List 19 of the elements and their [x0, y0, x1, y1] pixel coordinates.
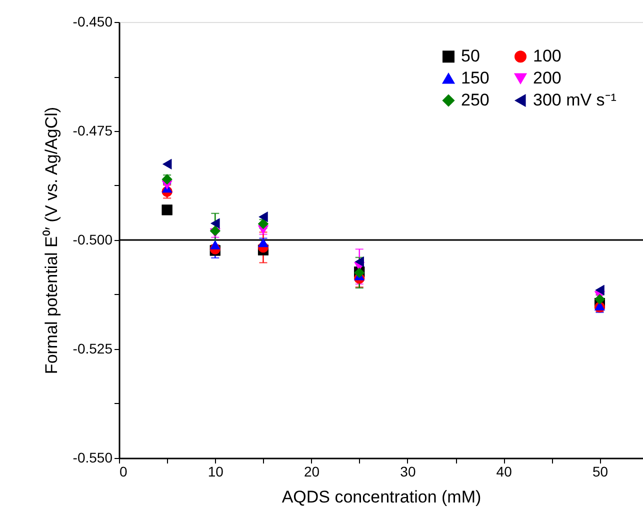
legend-label: 200 — [533, 68, 562, 88]
x-tick-label: 10 — [208, 464, 224, 480]
y-tick-label: -0.525 — [72, 340, 113, 356]
y-tick-label: -0.500 — [72, 232, 113, 248]
x-tick-label: 20 — [304, 464, 320, 480]
x-tick-label: 40 — [496, 464, 512, 480]
legend-label: 50 — [461, 46, 480, 66]
legend-label: 100 — [533, 46, 562, 66]
x-axis-title: AQDS concentration (mM) — [282, 488, 482, 506]
legend-label: 250 — [461, 90, 490, 110]
legend-label: 150 — [461, 68, 490, 88]
y-tick-label: -0.450 — [72, 14, 113, 30]
x-tick-label: 50 — [592, 464, 608, 480]
x-tick-label: 30 — [400, 464, 416, 480]
y-tick-label: -0.550 — [72, 450, 113, 466]
y-tick-label: -0.475 — [72, 122, 113, 138]
legend-label: 300 mV s⁻¹ — [533, 90, 617, 110]
x-tick-label: 0 — [120, 464, 128, 480]
y-axis-title: Formal potential E⁰′ (V vs. Ag/AgCl) — [42, 106, 61, 374]
